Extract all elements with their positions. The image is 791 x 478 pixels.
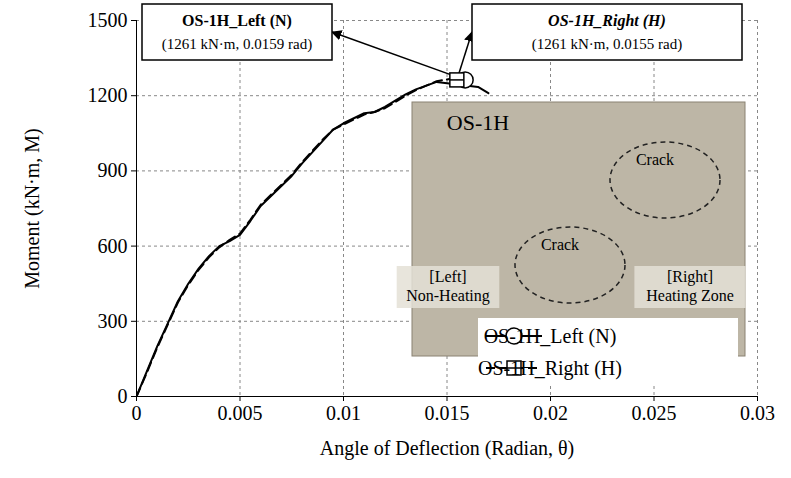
svg-text:0: 0 bbox=[118, 385, 128, 407]
svg-text:OS-1H: OS-1H bbox=[447, 110, 509, 135]
svg-text:0: 0 bbox=[132, 402, 142, 424]
svg-text:OS-1H_Right (H): OS-1H_Right (H) bbox=[548, 12, 666, 30]
svg-text:OS-1H_Left (N): OS-1H_Left (N) bbox=[484, 325, 617, 348]
svg-text:(1261 kN·m, 0.0155 rad): (1261 kN·m, 0.0155 rad) bbox=[532, 36, 682, 53]
svg-text:300: 300 bbox=[98, 310, 128, 332]
svg-text:600: 600 bbox=[98, 235, 128, 257]
svg-text:0.025: 0.025 bbox=[632, 402, 677, 424]
svg-text:0.03: 0.03 bbox=[740, 402, 775, 424]
svg-text:[Left]: [Left] bbox=[429, 268, 466, 285]
svg-text:Moment (kN·m, M): Moment (kN·m, M) bbox=[21, 128, 44, 289]
svg-text:Crack: Crack bbox=[636, 151, 674, 168]
svg-text:0.02: 0.02 bbox=[533, 402, 568, 424]
svg-text:0.015: 0.015 bbox=[425, 402, 470, 424]
svg-text:0.005: 0.005 bbox=[218, 402, 263, 424]
svg-text:[Right]: [Right] bbox=[667, 268, 713, 286]
svg-text:Angle of Deflection (Radian, θ: Angle of Deflection (Radian, θ) bbox=[320, 437, 575, 460]
svg-text:(1261 kN·m, 0.0159 rad): (1261 kN·m, 0.0159 rad) bbox=[162, 36, 312, 53]
svg-text:Non-Heating: Non-Heating bbox=[406, 287, 490, 305]
svg-text:OS-1H_Left (N): OS-1H_Left (N) bbox=[182, 12, 292, 30]
svg-text:Crack: Crack bbox=[541, 236, 579, 253]
svg-text:1500: 1500 bbox=[88, 9, 128, 31]
svg-text:0.01: 0.01 bbox=[326, 402, 361, 424]
svg-text:1200: 1200 bbox=[88, 84, 128, 106]
svg-text:900: 900 bbox=[98, 159, 128, 181]
svg-text:Heating Zone: Heating Zone bbox=[646, 287, 734, 305]
svg-text:OS-1H_Right (H): OS-1H_Right (H) bbox=[478, 357, 622, 380]
